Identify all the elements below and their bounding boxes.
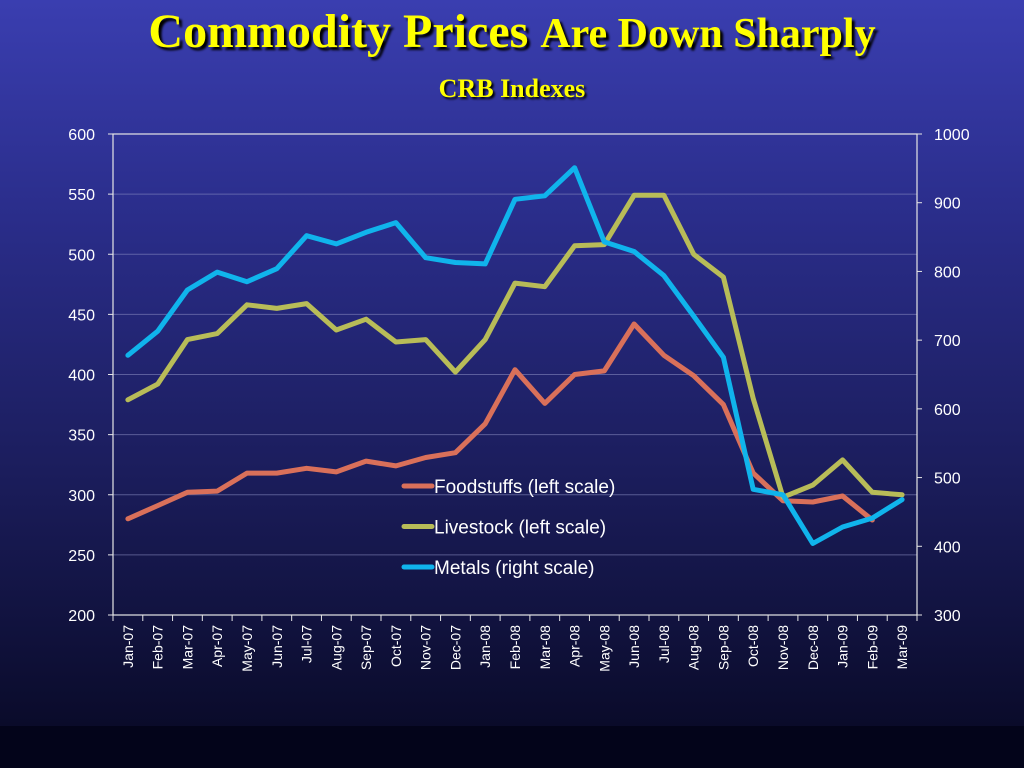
title-part-1: Commodity Prices <box>148 5 529 58</box>
x-axis-tick-label: Aug-08 <box>686 625 702 670</box>
left-axis-tick-label: 600 <box>68 127 95 144</box>
x-axis-tick-label: Nov-08 <box>775 625 791 670</box>
right-axis-tick-label: 700 <box>934 333 961 350</box>
series-line-2 <box>125 165 905 546</box>
left-axis-tick-label: 200 <box>68 608 95 625</box>
x-axis-tick-label: Dec-08 <box>805 625 821 670</box>
right-axis-tick-label: 600 <box>934 402 961 419</box>
x-axis-tick-label: May-08 <box>596 625 612 672</box>
x-axis-tick-label: Sep-08 <box>715 625 731 670</box>
right-axis-tick-label: 300 <box>934 608 961 625</box>
x-axis-tick-label: Oct-08 <box>745 625 761 667</box>
x-axis-tick-label: Apr-07 <box>209 625 225 667</box>
x-axis-tick-label: Feb-09 <box>864 625 880 670</box>
legend-label: Foodstuffs (left scale) <box>434 477 615 498</box>
x-axis-tick-label: Feb-07 <box>150 625 166 670</box>
left-axis-tick-label: 250 <box>68 548 95 565</box>
x-axis-tick-label: Sep-07 <box>358 625 374 670</box>
legend-label: Metals (right scale) <box>434 558 595 579</box>
left-axis-tick-label: 550 <box>68 187 95 204</box>
right-axis-tick-label: 400 <box>934 539 961 556</box>
x-axis-tick-label: Jun-08 <box>626 625 642 668</box>
x-axis-tick-label: Mar-09 <box>894 625 910 670</box>
x-axis-tick-label: Nov-07 <box>418 625 434 670</box>
commodity-line-chart: 200 250 300 350 400 450 500 550 600 300 400 500 600 7… <box>68 127 970 672</box>
right-axis-tick-label: 800 <box>934 264 961 281</box>
left-axis-tick-label: 500 <box>68 247 95 264</box>
x-axis-tick-label: Mar-07 <box>179 625 195 670</box>
x-axis-tick-label: Jan-08 <box>477 625 493 668</box>
left-axis-tick-label: 350 <box>68 428 95 445</box>
right-axis-tick-label: 900 <box>934 196 961 213</box>
left-axis-tick-label: 450 <box>68 307 95 324</box>
slide-subtitle: CRB Indexes <box>438 74 586 103</box>
right-axis-tick-label: 500 <box>934 471 961 488</box>
x-axis-tick-label: Jun-07 <box>269 625 285 668</box>
x-axis-tick-label: May-07 <box>239 625 255 672</box>
title-part-2: Are Down Sharply <box>540 11 876 57</box>
x-axis-tick-label: Feb-08 <box>507 625 523 670</box>
x-axis-tick-label: Jan-07 <box>120 625 136 668</box>
x-axis-tick-label: Aug-07 <box>328 625 344 670</box>
slide-title: Commodity Prices Are Down Sharply <box>0 2 1024 64</box>
legend-label: Livestock (left scale) <box>434 518 606 539</box>
series-line-1 <box>125 192 905 500</box>
x-axis-tick-label: Jul-07 <box>299 625 315 663</box>
x-axis-tick-label: Jul-08 <box>656 625 672 663</box>
x-axis-tick-label: Mar-08 <box>537 625 553 670</box>
right-axis-tick-label: 1000 <box>934 127 970 144</box>
x-axis-tick-label: Apr-08 <box>567 625 583 667</box>
x-axis-tick-label: Oct-07 <box>388 625 404 667</box>
x-axis-tick-label: Jan-09 <box>835 625 851 668</box>
left-axis-tick-label: 400 <box>68 368 95 385</box>
x-axis-tick-label: Dec-07 <box>447 625 463 670</box>
left-axis-tick-label: 300 <box>68 488 95 505</box>
